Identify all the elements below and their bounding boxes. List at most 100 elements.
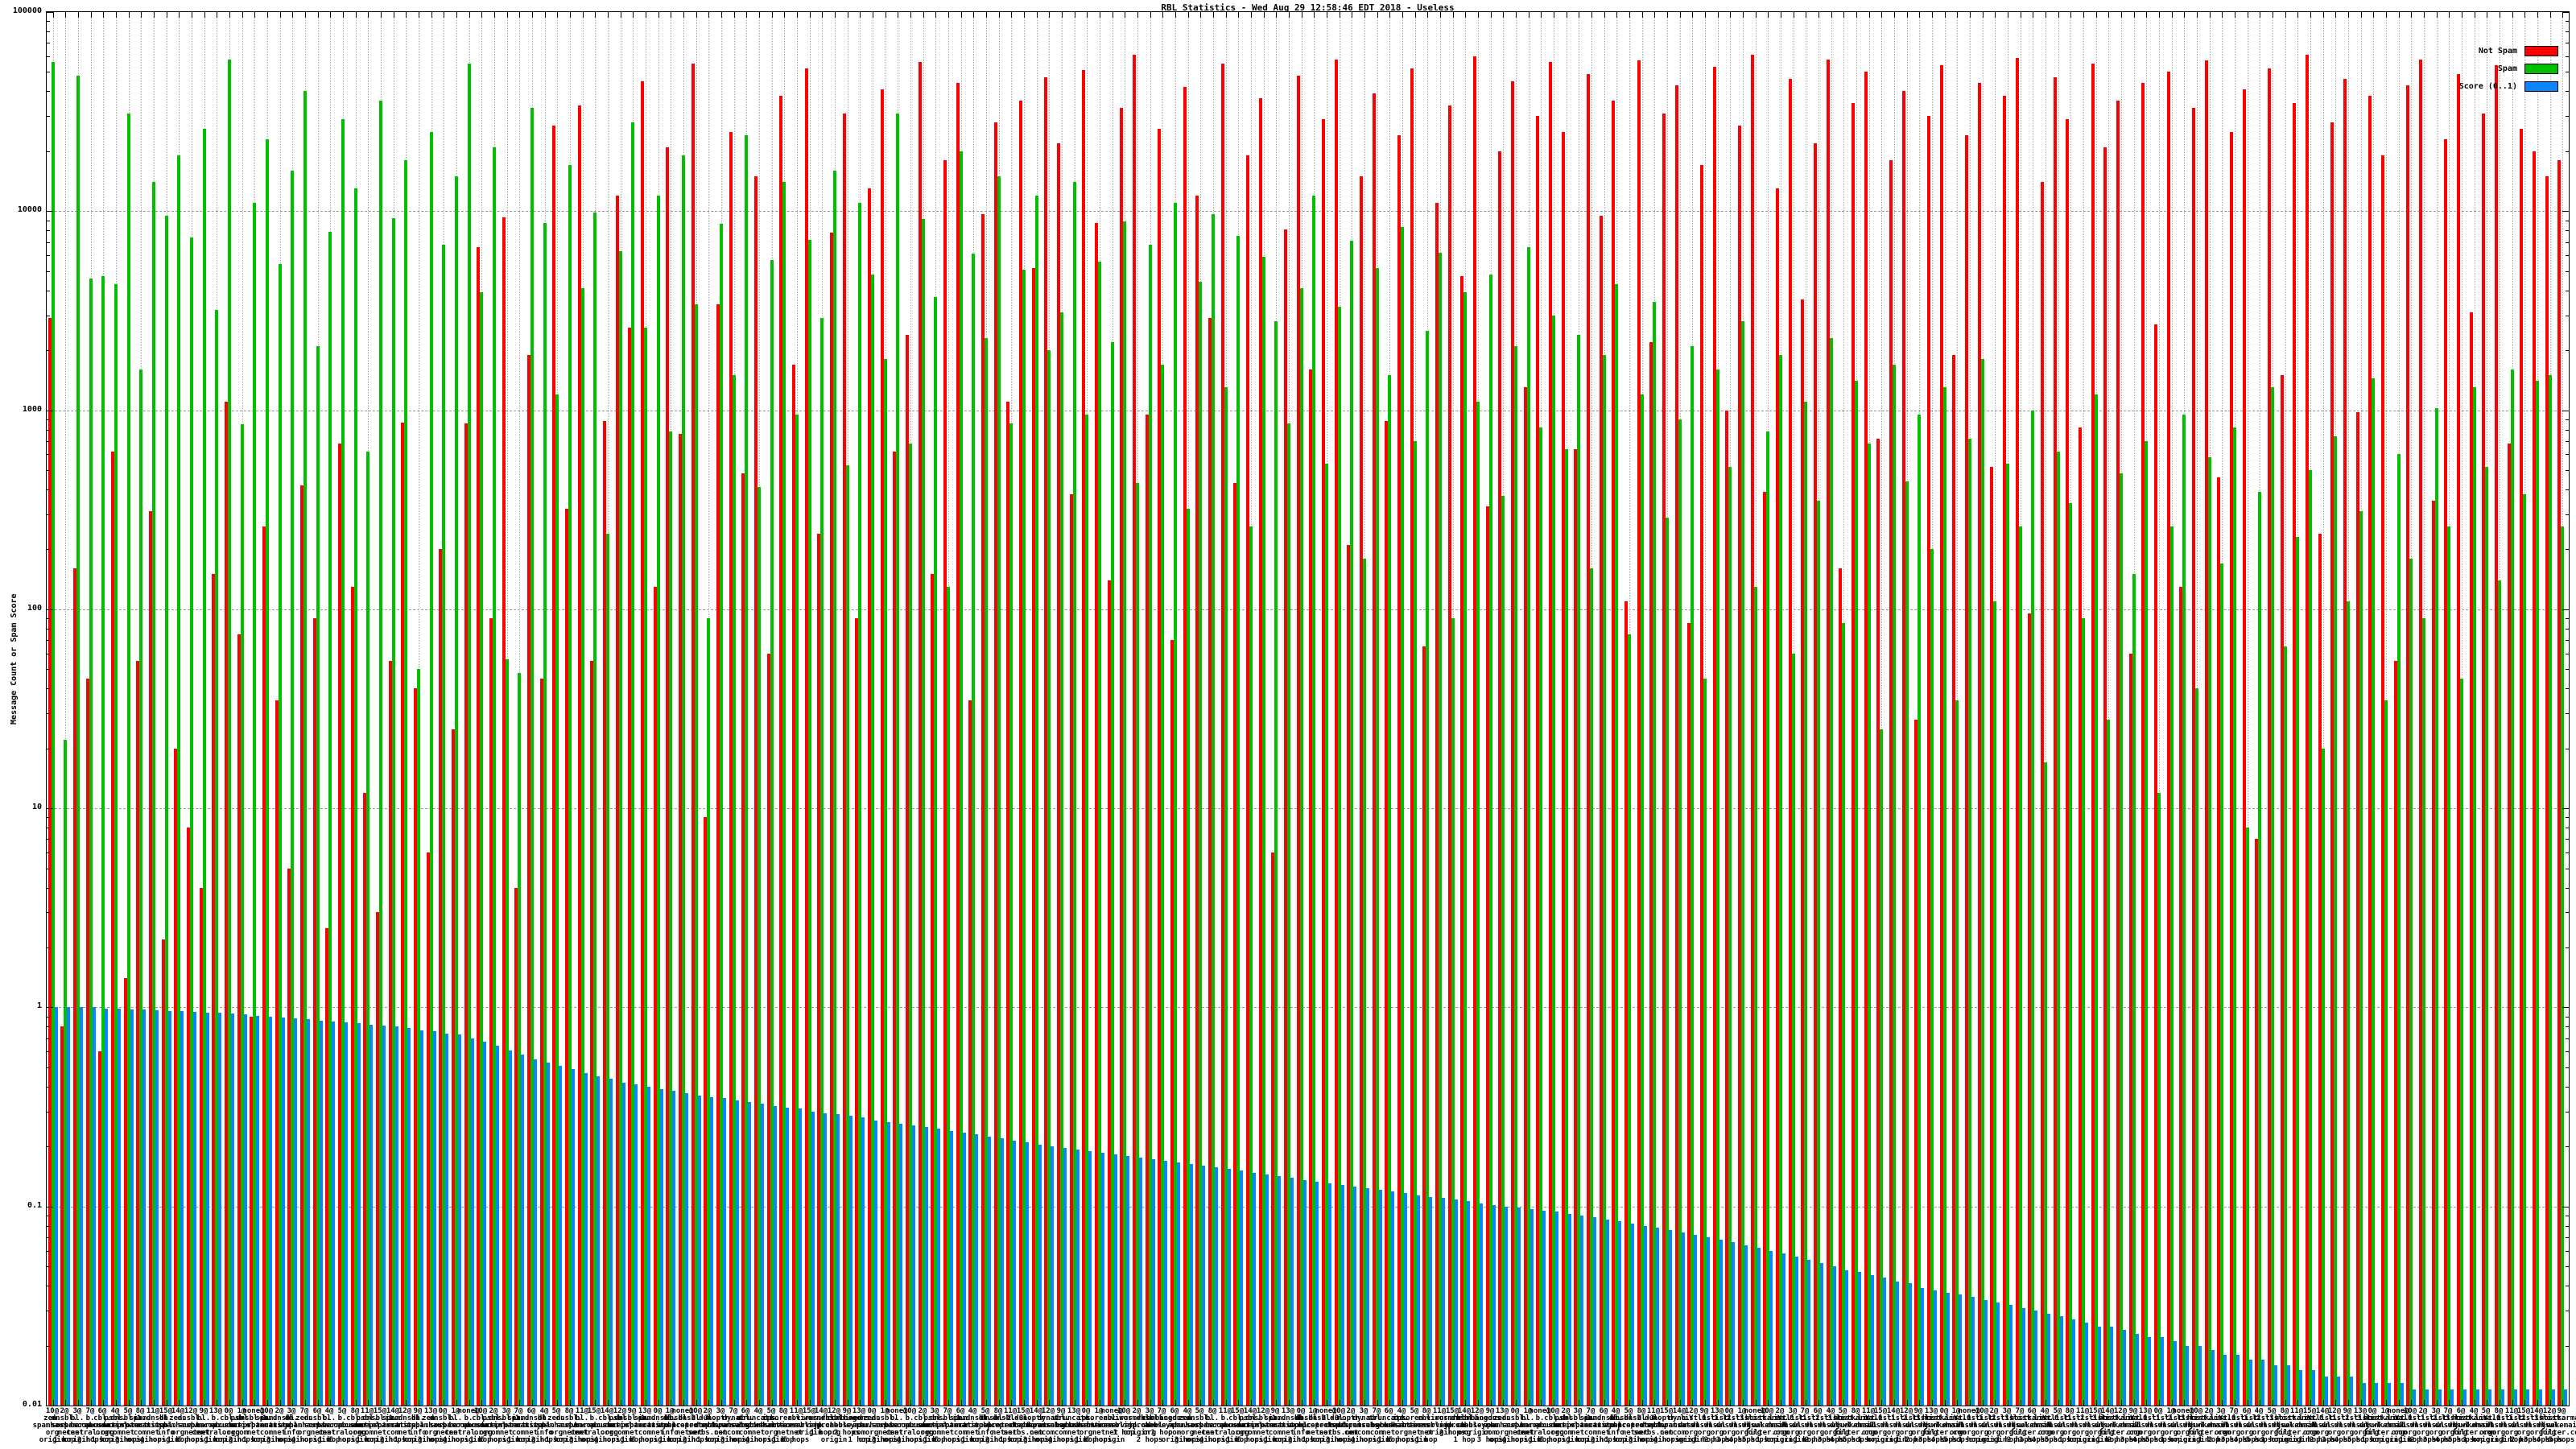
bar-score <box>2098 1326 2101 1406</box>
y-minor-tick <box>47 1111 50 1113</box>
x-top-tick <box>305 12 306 18</box>
x-top-tick <box>431 12 432 18</box>
x-tick-label: dronebl. <box>1447 1422 1482 1430</box>
x-tick-label: 0.list. <box>1878 1414 1909 1422</box>
bar-score <box>345 1022 348 1406</box>
x-tick-label: 1 hop <box>2298 1436 2321 1444</box>
bar-score <box>1669 1230 1672 1406</box>
x-tick-label: 9@ <box>1699 1407 1709 1415</box>
x-tick-label: spamhaus. <box>284 1422 324 1430</box>
x-tick-label: dnswl. <box>1968 1422 1996 1430</box>
bar-not-spam <box>578 105 581 1406</box>
x-top-tick <box>1932 12 1933 18</box>
x-tick-label: 5@ <box>2481 1407 2491 1415</box>
x-top-tick <box>1024 12 1025 18</box>
bar-score <box>1984 1299 1988 1406</box>
x-bottom-tick <box>583 1400 584 1406</box>
bar-not-spam <box>136 661 139 1406</box>
x-top-tick <box>2437 12 2438 18</box>
x-tick-label: 0.list. <box>2496 1414 2527 1422</box>
bar-not-spam <box>200 887 203 1406</box>
x-tick-label: spamrats. <box>1331 1422 1371 1430</box>
x-tick-label: 5@ <box>1838 1407 1847 1415</box>
bar-not-spam <box>2091 64 2095 1406</box>
bar-not-spam <box>590 661 593 1406</box>
x-top-tick <box>1213 12 1214 18</box>
x-tick-label: 4 hops <box>1501 1436 1529 1444</box>
x-bottom-tick <box>2386 1400 2387 1406</box>
x-tick-label: net <box>398 1429 412 1437</box>
x-top-tick <box>1970 12 1971 18</box>
x-tick-label: ubl. <box>1368 1414 1385 1422</box>
bar-not-spam <box>527 354 530 1406</box>
x-tick-label: 2@ <box>1346 1407 1356 1415</box>
bar-score <box>1480 1203 1483 1406</box>
x-top-tick <box>583 12 584 18</box>
x-tick-label: filter.com <box>2274 1429 2319 1437</box>
x-tick-label: none@ <box>1529 1407 1551 1415</box>
x-tick-label: origin <box>1615 1436 1642 1444</box>
x-tick-label: origin <box>644 1436 671 1444</box>
x-tick-label: manitu. <box>390 1422 420 1430</box>
x-tick-label: dyna. <box>1668 1414 1690 1422</box>
bar-score <box>2312 1370 2315 1406</box>
x-tick-label: spamcop. <box>312 1422 347 1430</box>
x-tick-label: 8@ <box>1637 1407 1646 1415</box>
bar-spam <box>89 278 93 1406</box>
x-tick-label: dnswl. <box>1893 1422 1920 1430</box>
x-tick-label: wpbl. <box>658 1422 681 1430</box>
x-tick-label: origin <box>1274 1436 1302 1444</box>
bar-score <box>849 1116 852 1406</box>
bar-score <box>2488 1389 2491 1406</box>
x-tick-label: 1 hop <box>999 1436 1022 1444</box>
x-tick-label: info <box>283 1429 300 1437</box>
x-tick-label: origin <box>518 1436 545 1444</box>
bar-spam <box>1943 387 1946 1406</box>
x-tick-label: abuseat. <box>463 1422 498 1430</box>
x-tick-label: net <box>1306 1429 1320 1437</box>
x-tick-label: noptr. <box>1653 1414 1680 1422</box>
x-tick-label: sorbs. <box>51 1422 78 1430</box>
x-tick-label: 3 hops <box>114 1436 142 1444</box>
bar-not-spam <box>741 473 745 1406</box>
x-tick-label: 2.list. <box>2345 1414 2376 1422</box>
x-tick-label: org <box>600 1429 614 1437</box>
x-tick-label: wpbl. <box>1290 1422 1312 1430</box>
bar-spam <box>1149 244 1152 1406</box>
x-tick-label: 5 hops <box>1741 1436 1769 1444</box>
x-tick-label: ix.dnsbl. <box>385 1414 425 1422</box>
bar-spam <box>795 415 799 1406</box>
legend-row-not-spam: Not Spam <box>2479 45 2558 56</box>
bar-not-spam <box>1965 135 1968 1406</box>
x-tick-label: 3.list. <box>2357 1414 2388 1422</box>
bar-not-spam <box>540 678 543 1406</box>
bar-score <box>1707 1237 1710 1406</box>
bar-score <box>382 1026 386 1406</box>
y-minor-tick <box>47 255 50 257</box>
bar-score <box>168 1010 171 1406</box>
x-tick-label: abuseat. <box>1220 1422 1255 1430</box>
x-tick-label: 2@ <box>489 1407 498 1415</box>
y-minor-tick <box>2566 852 2569 853</box>
x-bottom-tick <box>1541 1400 1542 1406</box>
bar-not-spam <box>1284 229 1287 1406</box>
y-minor-tick <box>47 116 50 118</box>
x-tick-label: barracuda <box>448 1422 489 1430</box>
x-tick-label: 1 hop <box>242 1436 265 1444</box>
x-tick-label: net <box>70 1429 85 1437</box>
x-tick-label: info <box>409 1429 427 1437</box>
bar-not-spam <box>2129 653 2132 1406</box>
x-top-tick <box>1516 12 1517 18</box>
x-tick-label: 4 hops <box>1350 1436 1377 1444</box>
x-tick-label: net <box>1256 1429 1270 1437</box>
bar-score <box>1114 1154 1117 1406</box>
x-tick-label: 6@ <box>741 1407 750 1415</box>
x-tick-label: 3.list. <box>2534 1414 2565 1422</box>
x-tick-label: db. <box>663 1414 677 1422</box>
bar-score <box>1644 1225 1647 1406</box>
x-bottom-tick <box>154 1400 155 1406</box>
x-tick-label: com <box>1356 1429 1371 1437</box>
y-minor-tick <box>2566 947 2569 948</box>
bar-score <box>1858 1271 1861 1406</box>
bar-spam <box>2145 440 2148 1406</box>
